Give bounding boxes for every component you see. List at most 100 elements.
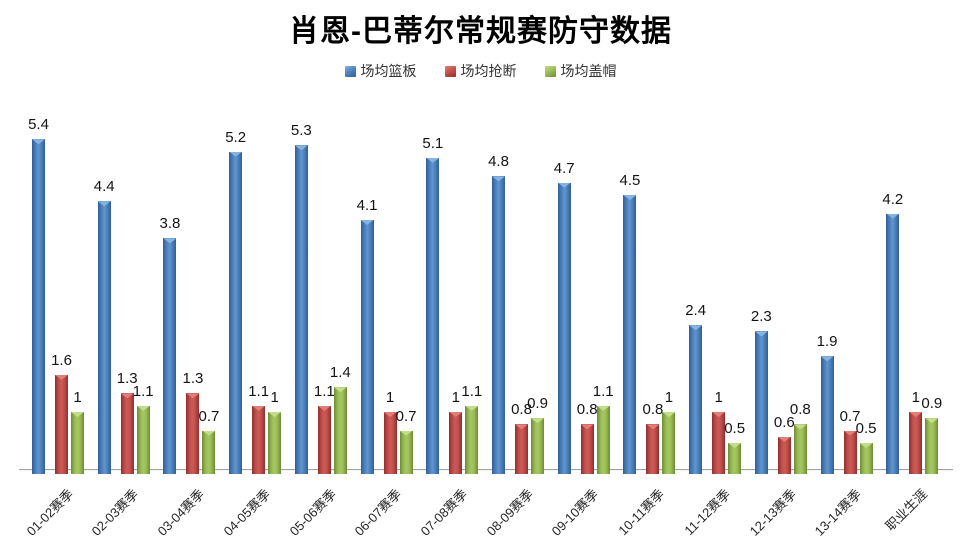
legend-label: 场均篮板	[360, 63, 417, 79]
data-label-steals-per-game: 1	[911, 389, 920, 406]
bar-top-highlight	[229, 151, 243, 157]
data-label-blocks-per-game: 0.5	[724, 420, 746, 437]
bar-blocks-per-game	[728, 443, 742, 474]
data-label-rebounds-per-game: 5.1	[422, 134, 444, 152]
bar-top-highlight	[268, 412, 282, 417]
data-label-steals-per-game: 1.6	[51, 351, 72, 369]
bar-group: 5.3 1.1 1.4	[288, 100, 354, 474]
bar-top-highlight	[662, 412, 676, 417]
data-label-steals-per-game: 0.6	[773, 413, 795, 431]
bar-rebounds-per-game	[97, 201, 111, 474]
data-label-blocks-per-game: 0.8	[789, 401, 811, 419]
bar-rebounds-per-game	[820, 356, 834, 474]
x-axis-label: 07-08赛季	[417, 486, 471, 539]
bar-rebounds-per-game	[426, 157, 440, 474]
bar-steals-per-game	[55, 374, 68, 474]
bar-top-highlight	[333, 387, 347, 393]
bar-top-highlight	[252, 405, 266, 411]
data-label-rebounds-per-game: 4.7	[553, 159, 575, 177]
data-label-steals-per-game: 1.1	[248, 382, 270, 400]
data-label-blocks-per-game: 0.7	[395, 407, 417, 425]
bar-rebounds-per-game	[163, 238, 177, 474]
bar-blocks-per-game	[662, 412, 676, 474]
bar-top-highlight	[646, 424, 660, 430]
bar-group: 5.2 1.1 1	[222, 100, 288, 474]
bar-steals-per-game	[843, 430, 857, 474]
x-axis-labels: 01-02赛季 02-03赛季 03-04赛季 04-05赛季 05-06赛季 06-07…	[23, 473, 945, 558]
data-label-blocks-per-game: 0.9	[921, 395, 943, 413]
x-axis-label: 11-12赛季	[681, 486, 734, 539]
bar-rebounds-per-game	[294, 145, 308, 474]
bar-blocks-per-game	[793, 424, 807, 474]
bar-top-highlight	[843, 430, 857, 436]
data-label-blocks-per-game: 1	[270, 389, 279, 406]
legend-label: 场均抢断	[460, 63, 517, 79]
bar-top-highlight	[186, 393, 200, 399]
bar-group: 3.8 1.3 0.7	[156, 100, 222, 474]
bar-top-highlight	[120, 393, 134, 399]
bar-top-highlight	[136, 405, 150, 411]
legend-item-blocks-per-game: 场均盖帽	[544, 61, 617, 81]
bar-top-highlight	[294, 145, 308, 151]
bar-blocks-per-game	[531, 418, 544, 474]
bar-rebounds-per-game	[754, 331, 768, 474]
data-label-rebounds-per-game: 5.4	[28, 116, 49, 134]
bar-top-highlight	[383, 412, 397, 417]
x-axis-label: 06-07赛季	[351, 486, 405, 539]
data-label-rebounds-per-game: 5.3	[290, 122, 312, 140]
bar-top-highlight	[580, 424, 594, 430]
bar-top-highlight	[97, 201, 111, 207]
bar-steals-per-game	[449, 412, 463, 474]
data-label-blocks-per-game: 0.5	[855, 420, 877, 437]
data-label-rebounds-per-game: 1.9	[816, 333, 838, 351]
bar-top-highlight	[909, 412, 923, 417]
bar-top-highlight	[426, 157, 440, 163]
bar-top-highlight	[202, 430, 216, 436]
legend: 场均篮板 场均抢断 场均盖帽	[0, 61, 961, 81]
legend-item-rebounds-per-game: 场均篮板	[344, 61, 417, 81]
data-label-rebounds-per-game: 5.2	[225, 128, 247, 146]
data-label-rebounds-per-game: 4.4	[93, 178, 115, 196]
bar-group: 4.1 1 0.7	[354, 100, 420, 474]
bar-group: 2.4 1 0.5	[682, 100, 748, 474]
bar-blocks-per-game	[859, 443, 873, 474]
bar-top-highlight	[515, 424, 528, 430]
bar-blocks-per-game	[71, 412, 84, 474]
bar-top-highlight	[596, 405, 610, 411]
bar-steals-per-game	[383, 412, 397, 474]
bar-top-highlight	[777, 436, 791, 442]
bar-group: 4.4 1.3 1.1	[91, 100, 157, 474]
data-label-steals-per-game: 1	[714, 389, 723, 406]
bar-steals-per-game	[712, 412, 726, 474]
bar-group: 4.7 0.8 1.1	[551, 100, 617, 474]
bar-top-highlight	[859, 443, 873, 448]
x-axis-label: 01-02赛季	[23, 486, 76, 539]
bar-group: 2.3 0.6 0.8	[748, 100, 814, 474]
data-label-rebounds-per-game: 4.5	[619, 172, 641, 189]
bar-top-highlight	[399, 430, 413, 436]
bar-top-highlight	[317, 405, 331, 411]
bar-blocks-per-game	[596, 405, 610, 474]
data-label-blocks-per-game: 0.7	[198, 407, 220, 425]
legend-swatch-icon	[444, 65, 456, 77]
data-label-steals-per-game: 0.8	[511, 401, 532, 419]
x-axis-label: 10-11赛季	[615, 486, 668, 539]
data-label-blocks-per-game: 1.4	[329, 364, 351, 382]
bar-blocks-per-game	[465, 405, 479, 474]
x-axis-label: 13-14赛季	[811, 486, 865, 539]
x-axis-label: 02-03赛季	[89, 486, 142, 539]
data-label-rebounds-per-game: 3.8	[159, 215, 181, 233]
bar-top-highlight	[925, 418, 939, 424]
bar-top-highlight	[492, 176, 505, 182]
bar-steals-per-game	[252, 405, 266, 474]
x-axis-label: 03-04赛季	[154, 486, 208, 539]
bar-rebounds-per-game	[360, 219, 374, 474]
bar-blocks-per-game	[136, 405, 150, 474]
data-label-blocks-per-game: 0.9	[527, 395, 548, 413]
data-label-blocks-per-game: 1	[73, 389, 82, 406]
bar-blocks-per-game	[333, 387, 347, 474]
legend-label: 场均盖帽	[560, 63, 617, 79]
bar-top-highlight	[360, 219, 374, 225]
bar-group: 1.9 0.7 0.5	[814, 100, 880, 474]
bar-blocks-per-game	[268, 412, 282, 474]
